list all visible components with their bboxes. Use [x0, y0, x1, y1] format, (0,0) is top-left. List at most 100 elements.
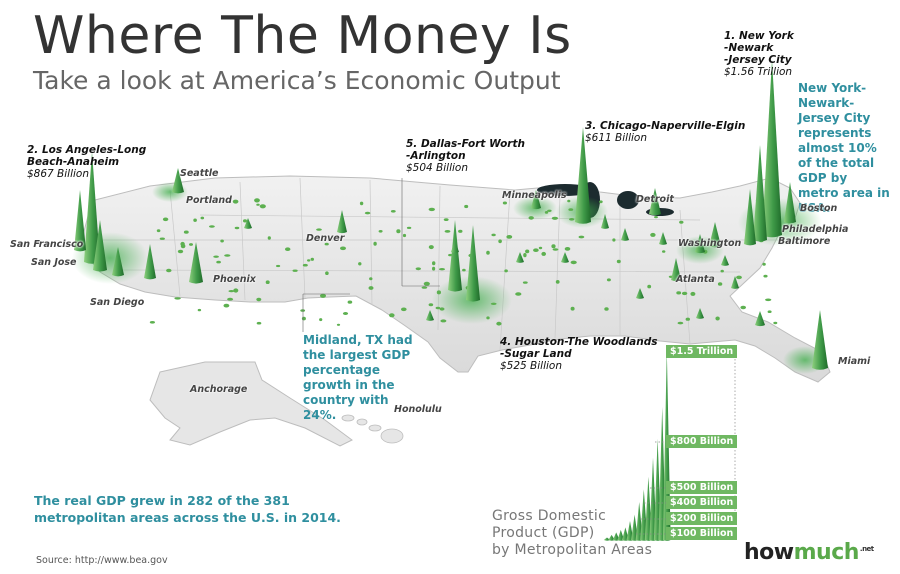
metro-dot: [285, 247, 291, 251]
map-spike-19: [671, 258, 681, 282]
metro-dot: [180, 241, 185, 247]
metro-dot: [763, 274, 768, 278]
logo-suffix: .net: [859, 544, 874, 553]
metro-dot: [336, 323, 341, 326]
logo-part-how: how: [744, 540, 794, 565]
metro-dot: [415, 267, 421, 271]
metro-dot: [544, 211, 549, 214]
metro-dot: [568, 208, 574, 211]
city-label-miami: Miami: [838, 356, 871, 367]
logo-part-much: much: [793, 540, 860, 565]
map-spike-18: [709, 222, 721, 248]
map-spike-17: [695, 234, 705, 254]
metro-dot: [428, 245, 434, 250]
city-label-san-diego: San Diego: [90, 297, 145, 308]
map-spike-1: [753, 145, 767, 242]
map-spike-2: [784, 182, 796, 224]
metro-dot: [325, 271, 329, 276]
metro-dot: [234, 226, 240, 230]
metro-dot: [324, 242, 329, 246]
city-label-denver: Denver: [306, 233, 345, 244]
metro-dot: [364, 211, 371, 215]
map-spike-26: [731, 276, 739, 289]
metro-dot: [525, 249, 530, 254]
metro-dot: [228, 290, 235, 293]
note-new-york-share: New York-Newark-Jersey City represents a…: [798, 81, 890, 215]
metro-dot: [197, 308, 202, 312]
metro-dot: [496, 321, 502, 326]
metro-dot: [679, 220, 684, 224]
metro-name: 1. New York: [724, 30, 794, 42]
metro-dot: [676, 291, 682, 295]
metro-dot: [223, 303, 230, 308]
city-label-baltimore: Baltimore: [778, 236, 831, 247]
metro-dot: [486, 316, 490, 320]
metro-dot: [570, 260, 577, 265]
metro-dot: [616, 259, 621, 264]
metro-dot: [213, 255, 219, 258]
metro-dot: [685, 317, 690, 321]
map-spike-4: [575, 127, 591, 224]
metro-dot: [421, 286, 428, 289]
metro-dot: [654, 216, 658, 219]
metro-dot: [604, 307, 609, 311]
metro-dot: [216, 260, 221, 264]
metro-dot: [552, 248, 559, 251]
metro-dot: [502, 201, 507, 205]
metro-dot: [390, 210, 396, 213]
city-label-boston: Boston: [800, 203, 838, 214]
legend-title-line3: by Metropolitan Areas: [492, 542, 653, 558]
map-spike-5: [466, 225, 480, 302]
howmuch-logo[interactable]: howmuch.net: [744, 540, 874, 565]
city-label-washington: Washington: [678, 238, 742, 249]
metro-dot: [439, 268, 445, 271]
metro-dot: [538, 246, 543, 250]
city-label-anchorage: Anchorage: [190, 384, 248, 395]
metro-dot: [316, 228, 322, 231]
metro-dot: [569, 218, 575, 221]
metro-dot: [506, 235, 513, 239]
metro-dot: [401, 307, 407, 312]
metro-dot: [227, 297, 234, 301]
metro-dot: [177, 249, 184, 254]
metro-dot: [740, 305, 746, 310]
metro-dot: [243, 219, 247, 223]
city-label-san-jose: San Jose: [31, 257, 77, 268]
map-spike-14: [337, 210, 347, 234]
metro-dot: [319, 318, 323, 322]
metro-callout-dallas: 5. Dallas-Fort Worth -Arlington $504 Bil…: [406, 138, 525, 174]
metro-dot: [486, 250, 490, 255]
metro-dot: [209, 225, 215, 228]
legend-label-200: $200 Billion: [666, 512, 738, 525]
metro-dot: [233, 288, 239, 293]
metro-value: $525 Billion: [500, 360, 563, 372]
map-spike-33: [659, 232, 667, 245]
metro-dot: [224, 254, 231, 257]
metro-dot: [528, 216, 534, 220]
metro-dot: [428, 303, 434, 307]
metro-dot: [606, 278, 611, 282]
source-credit: Source: http://www.bea.gov: [36, 555, 168, 566]
map-spike-22: [621, 228, 629, 241]
metro-callout-new-york: 1. New York -Newark -Jersey City $1.56 T…: [724, 30, 794, 78]
metro-dot: [662, 250, 666, 253]
city-label-phoenix: Phoenix: [213, 274, 256, 285]
legend-title-line1: Gross Domestic: [492, 508, 607, 524]
metro-dot: [232, 199, 239, 204]
note-real-gdp: The real GDP grew in 282 of the 381 metr…: [34, 493, 341, 525]
metro-dot: [406, 226, 412, 229]
city-label-detroit: Detroit: [636, 194, 674, 205]
metro-dot: [681, 291, 688, 296]
metro-dot: [767, 310, 772, 314]
metro-dot: [149, 321, 155, 324]
metro-dot: [302, 263, 308, 267]
metro-dot: [256, 203, 260, 206]
city-label-honolulu: Honolulu: [394, 404, 442, 415]
metro-callout-houston: 4. Houston-The Woodlands -Sugar Land $52…: [500, 336, 658, 372]
map-spike-20: [812, 310, 828, 370]
map-spike-32: [721, 255, 729, 266]
metro-dot: [402, 233, 407, 238]
metro-dot: [368, 286, 374, 290]
metro-dot: [504, 269, 508, 273]
